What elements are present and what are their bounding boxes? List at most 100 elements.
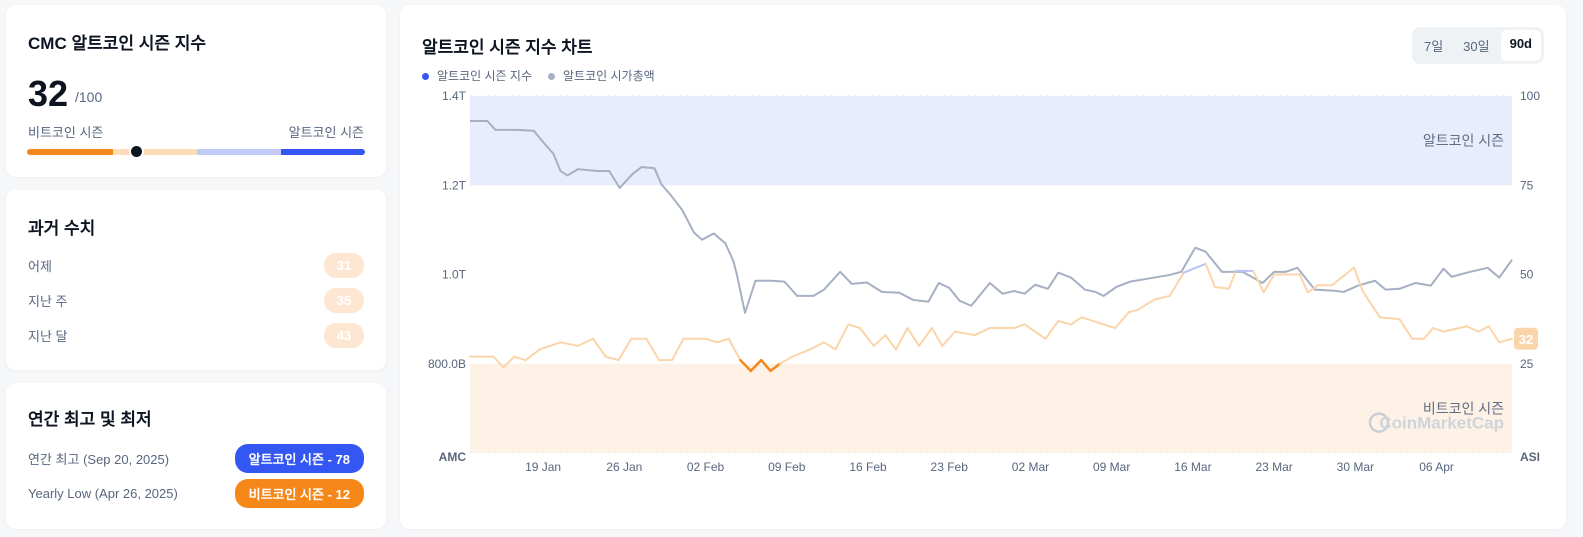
right-axis-tick: 25 [1520, 357, 1534, 371]
index-line-segment [670, 337, 685, 362]
index-line-segment [847, 323, 861, 330]
yearly-high-badge: 알트코인 시즌 - 78 [234, 443, 364, 473]
gauge-neutral-bitcoin-segment [113, 149, 197, 155]
index-value: 32 [28, 73, 69, 114]
x-axis-tick: 16 Mar [1174, 460, 1211, 474]
index-line-segment [1128, 309, 1139, 313]
index-line-segment [727, 337, 742, 362]
index-line-segment [591, 337, 607, 358]
right-axis-tick: 50 [1520, 268, 1534, 282]
index-line-segment [1080, 316, 1117, 330]
index-line-segment [906, 327, 921, 347]
index-line-segment [513, 355, 527, 362]
x-axis-tick: 06 Apr [1419, 460, 1454, 474]
watermark: CoinMarketCap [1379, 414, 1504, 433]
index-line-segment [1070, 316, 1083, 326]
chart-title: 알트코인 시즌 지수 차트 [422, 38, 593, 57]
index-line-segment [1262, 273, 1276, 294]
yearly-high-low-card: 연간 최고 및 최저 연간 최고 (Sep 20, 2025) 알트코인 시즌 -… [6, 383, 386, 529]
x-axis-tick: 19 Jan [525, 460, 561, 474]
range-30d[interactable]: 30일 [1463, 39, 1490, 54]
yearly-high-row: 연간 최고 (Sep 20, 2025) 알트코인 시즌 - 78 [28, 443, 364, 473]
chart-legend: 알트코인 시즌 지수 알트코인 시가총액 [422, 67, 655, 84]
index-line-segment [791, 348, 811, 358]
x-axis-tick: 26 Jan [606, 460, 642, 474]
legend-dot-icon [548, 73, 555, 80]
index-line-segment [749, 358, 763, 373]
index-line-segment [1361, 289, 1381, 319]
index-line-segment [1353, 266, 1364, 292]
index-line-segment [1114, 310, 1131, 330]
yearly-low-badge: 비트코인 시즌 - 12 [234, 478, 364, 508]
index-line-segment [604, 355, 620, 362]
index-line-segment [1204, 262, 1216, 288]
index-line-segment [778, 355, 794, 365]
x-axis-tick: 30 Mar [1337, 460, 1374, 474]
index-line-segment [1023, 323, 1047, 340]
history-row: 지난 달 43 [28, 322, 364, 348]
index-line-segment [769, 362, 782, 373]
index-line-segment [1136, 298, 1156, 312]
index-line-segment [1227, 269, 1237, 290]
index-line-segment [808, 341, 825, 351]
right-axis-tick: 100 [1520, 89, 1540, 103]
index-line-segment [973, 327, 991, 337]
index-line-segment [739, 358, 753, 373]
x-axis-tick: 09 Feb [768, 460, 806, 474]
history-value: 35 [324, 287, 364, 313]
gauge-neutral-altcoin-segment [197, 149, 281, 155]
index-line-segment [894, 327, 909, 351]
index-line-segment [1477, 325, 1490, 333]
legend-market-cap[interactable]: 알트코인 시가총액 [548, 67, 655, 84]
x-axis-tick: 23 Mar [1255, 460, 1292, 474]
index-line-segment [1057, 319, 1073, 326]
current-value-text: 32 [1519, 332, 1533, 347]
left-axis-tick: 1.4T [442, 89, 467, 103]
range-7d[interactable]: 7일 [1423, 39, 1444, 54]
left-axis-tick: 1.2T [442, 178, 467, 192]
index-max: /100 [75, 89, 103, 105]
market-cap-line [470, 119, 1513, 314]
x-axis-tick: 23 Feb [931, 460, 969, 474]
left-axis-name: AMC [439, 450, 467, 464]
history-label: 지난 달 [28, 328, 68, 344]
history-value: 31 [324, 252, 364, 278]
gauge-indicator [129, 144, 144, 159]
left-axis-tick: 800.0B [428, 357, 466, 371]
index-line-segment [1331, 266, 1356, 287]
index-line-segment [559, 341, 579, 347]
index-line-segment [1182, 262, 1207, 274]
legend-index[interactable]: 알트코인 시즌 지수 [422, 67, 532, 84]
index-line-segment [524, 348, 541, 362]
range-90d[interactable]: 90d [1500, 30, 1541, 61]
yearly-low-row: Yearly Low (Apr 26, 2025) 비트코인 시즌 - 12 [28, 478, 364, 508]
index-line-segment [704, 337, 719, 344]
right-axis-tick: 75 [1520, 178, 1534, 192]
index-line-segment [822, 341, 837, 351]
yearly-low-label: Yearly Low (Apr 26, 2025) [28, 485, 178, 501]
history-label: 지난 주 [28, 293, 68, 309]
bitcoin-season-band [470, 363, 1512, 453]
index-line-segment [759, 358, 772, 373]
x-axis-tick: 02 Mar [1012, 460, 1049, 474]
index-line-segment [1398, 318, 1414, 340]
historical-values-card: 과거 수치 어제 31 지난 주 35 지난 달 43 [6, 190, 386, 370]
legend-label: 알트코인 시가총액 [563, 69, 655, 83]
coinmarketcap-logo-icon [1368, 412, 1390, 433]
index-line-segment [1487, 325, 1501, 344]
history-row: 지난 주 35 [28, 287, 364, 313]
index-line-segment [872, 334, 887, 347]
index-line-segment [930, 327, 944, 347]
yearly-high-label: 연간 최고 (Sep 20, 2025) [28, 451, 170, 467]
index-line-segment [1498, 337, 1513, 344]
band-label-altcoin: 알트코인 시즌 [1423, 133, 1504, 149]
index-line-segment [941, 330, 957, 347]
index-line-segment [1306, 284, 1320, 294]
index-line-segment [1153, 294, 1171, 301]
index-line-segment [617, 337, 633, 362]
index-line-segment [1432, 327, 1445, 333]
index-line-segment [884, 334, 897, 351]
left-axis-tick: 1.0T [442, 268, 467, 282]
index-line-segment [1298, 273, 1309, 294]
